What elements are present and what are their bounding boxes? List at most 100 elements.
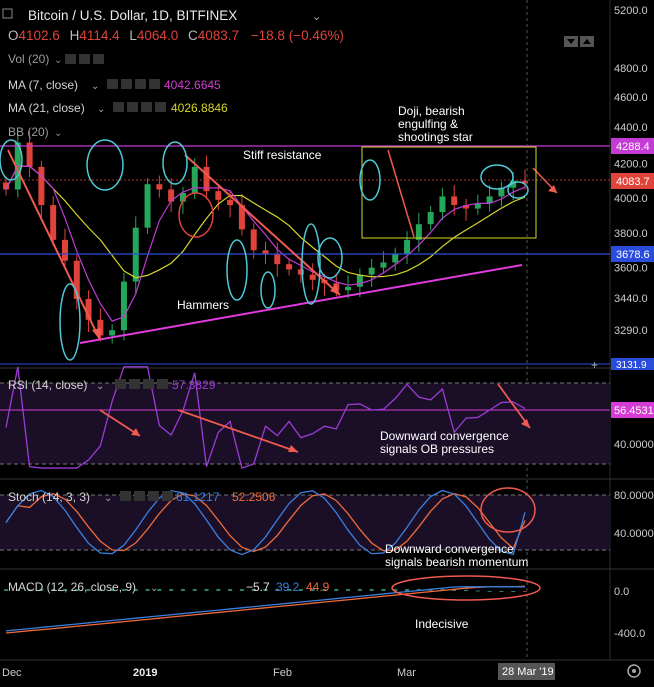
annotation-macd: Indecisive xyxy=(415,617,469,631)
candle-body xyxy=(486,196,493,204)
stoch-d-value: 52.2506 xyxy=(232,490,276,504)
macd-histogram-bar xyxy=(169,588,174,591)
macd-histogram-bar xyxy=(74,588,79,591)
candle-body xyxy=(474,203,481,209)
candle-body xyxy=(404,239,411,254)
price-tag-current: 4083.7 xyxy=(616,176,650,188)
time-label-feb: Feb xyxy=(273,667,292,679)
candle-body xyxy=(156,184,163,190)
macd-histogram-bar xyxy=(263,588,268,591)
macd-histogram-bar xyxy=(346,588,351,591)
svg-text:Stoch (14, 3, 3): Stoch (14, 3, 3) xyxy=(8,490,90,504)
ma7-value: 4042.6645 xyxy=(164,78,221,92)
macd-histogram-bar xyxy=(228,588,233,591)
rsi-arrow-head-2 xyxy=(288,445,298,452)
time-label-mar: Mar xyxy=(397,667,416,679)
legend-controls-icon[interactable] xyxy=(120,491,173,501)
candle-body xyxy=(451,196,458,206)
annotation-rsi-2: signals OB pressures xyxy=(380,442,494,456)
stoch-d-line xyxy=(5,492,526,553)
annotation-doji-2: engulfing & xyxy=(398,117,458,131)
price-tag-upper-bg xyxy=(611,138,654,154)
ma21-value: 4026.8846 xyxy=(171,101,228,115)
svg-text:MACD (12, 26, close, 9): MACD (12, 26, close, 9) xyxy=(8,580,136,594)
price-tag-bottom-bg xyxy=(611,358,654,370)
candle-body xyxy=(109,330,116,336)
rsi-arrow-head-1 xyxy=(131,428,140,436)
macd-histogram-bar xyxy=(192,588,197,591)
price-tick-label: 4000.0 xyxy=(614,193,648,205)
candle-body xyxy=(274,253,281,265)
settings-square-icon[interactable] xyxy=(2,8,13,19)
highlight-circle xyxy=(162,141,188,185)
candle-body xyxy=(26,142,33,167)
candle-body xyxy=(144,184,151,228)
doji-arrow xyxy=(387,149,415,238)
candle-body xyxy=(309,274,316,280)
macd-histogram-bar xyxy=(464,589,469,591)
price-tag-lower: 3678.6 xyxy=(616,249,650,261)
macd-highlight-circle xyxy=(391,575,541,601)
macd-histogram-bar xyxy=(15,589,20,591)
price-tick-label: 5200.0 xyxy=(614,5,648,17)
add-scale-icon[interactable]: + xyxy=(591,358,598,372)
dropdown-chevron-icon[interactable]: ⌄ xyxy=(312,11,321,23)
svg-text:⌄: ⌄ xyxy=(104,493,112,504)
legend-rsi[interactable]: RSI (14, close) ⌄ 57.3829 xyxy=(8,378,216,392)
macd-tick-low: -400.0 xyxy=(614,628,645,640)
rsi-tick: 40.0000 xyxy=(614,439,654,451)
candle-body xyxy=(227,199,234,206)
rsi-tag: 56.4531 xyxy=(614,405,654,417)
legend-controls-icon[interactable] xyxy=(107,79,160,89)
arrow-head-1 xyxy=(92,328,101,340)
macd-histogram-bar xyxy=(357,588,362,591)
macd-histogram-bar xyxy=(133,588,138,591)
legend-controls-icon[interactable] xyxy=(65,54,104,64)
legend-ma21[interactable]: MA (21, close) ⌄ 4026.8846 xyxy=(8,101,228,115)
settings-gear-icon[interactable] xyxy=(627,664,641,678)
macd-histogram-bar xyxy=(405,588,410,591)
macd-line-value: 39.2 xyxy=(276,580,300,594)
candle-body xyxy=(38,166,45,206)
macd-histogram-bar xyxy=(98,588,103,591)
macd-histogram-bar xyxy=(145,588,150,591)
price-tick-label: 4400.0 xyxy=(614,122,648,134)
svg-text:RSI (14, close): RSI (14, close) xyxy=(8,378,87,392)
macd-histogram-bar xyxy=(180,588,185,591)
symbol-title[interactable]: Bitcoin / U.S. Dollar, 1D, BITFINEX xyxy=(28,8,237,23)
candle-body xyxy=(203,166,210,192)
downtrend-arrow-1 xyxy=(7,149,101,341)
candle-body xyxy=(297,269,304,275)
macd-tick-zero: 0.0 xyxy=(614,586,629,598)
candle-body xyxy=(522,180,528,184)
svg-text:⌄: ⌄ xyxy=(54,55,62,66)
highlight-circle xyxy=(260,271,276,309)
macd-histogram-bar xyxy=(4,589,8,591)
macd-histogram-bar xyxy=(216,588,221,591)
highlight-circle xyxy=(480,164,514,190)
rsi-line xyxy=(5,366,526,469)
annotation-stiff-resistance: Stiff resistance xyxy=(243,148,322,162)
legend-bb[interactable]: BB (20) ⌄ xyxy=(8,125,62,139)
legend-controls-icon[interactable] xyxy=(115,379,168,389)
candle-body xyxy=(3,182,9,190)
legend-macd[interactable]: MACD (12, 26, close, 9) ⌄ −5.7 39.2 44.9 xyxy=(8,580,330,594)
price-candles xyxy=(3,131,528,344)
legend-vol[interactable]: Vol (20) ⌄ xyxy=(8,52,104,66)
candle-body xyxy=(368,267,375,275)
candle-body xyxy=(73,260,80,299)
macd-hist-value: −5.7 xyxy=(246,580,270,594)
annotation-stoch-1: Downward convergence xyxy=(385,542,514,556)
legend-controls-icon[interactable] xyxy=(113,102,166,112)
price-tick-label: 4600.0 xyxy=(614,92,648,104)
legend-ma7[interactable]: MA (7, close) ⌄ 4042.6645 xyxy=(8,78,221,92)
highlight-circle xyxy=(359,159,381,201)
candle-body xyxy=(215,191,222,200)
macd-histogram-bar xyxy=(310,588,315,591)
legend-stoch[interactable]: Stoch (14, 3, 3) ⌄ 61.1217 52.2506 xyxy=(8,490,276,504)
price-tag-lower-bg xyxy=(611,246,654,262)
macd-histogram-bar xyxy=(39,588,44,591)
pane-collapse-buttons[interactable] xyxy=(564,36,594,47)
macd-histogram-bar xyxy=(110,588,115,591)
